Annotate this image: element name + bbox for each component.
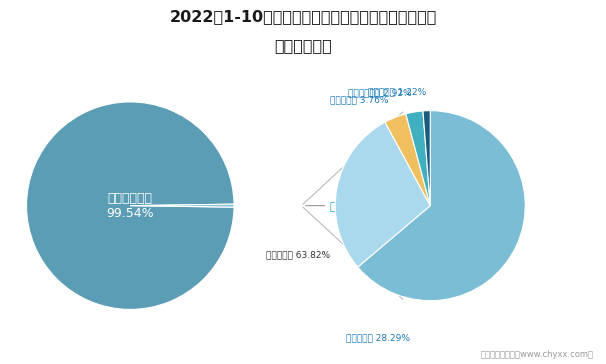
Wedge shape [130,204,234,207]
Text: 太阳能发电量 2.92%: 太阳能发电量 2.92% [347,89,411,98]
Wedge shape [406,111,430,206]
Text: 制图：智研咨询（www.chyxx.com）: 制图：智研咨询（www.chyxx.com） [481,349,594,359]
Wedge shape [423,111,430,206]
Wedge shape [27,102,234,309]
Text: 海南省  0.46%: 海南省 0.46% [306,201,393,211]
Text: 火力发电量 63.82%: 火力发电量 63.82% [266,250,330,259]
Text: 水力发电量 3.76%: 水力发电量 3.76% [330,95,388,104]
Text: 全国其他省份
99.54%: 全国其他省份 99.54% [107,192,154,219]
Wedge shape [358,111,525,301]
Wedge shape [335,122,430,267]
Text: 核能发电量 28.29%: 核能发电量 28.29% [347,333,410,342]
Text: 电类型占比图: 电类型占比图 [274,38,332,53]
Text: 2022年1-10月海南省发电量占全国比重及该地区各发: 2022年1-10月海南省发电量占全国比重及该地区各发 [169,9,437,24]
Wedge shape [385,114,430,206]
Text: 风力发电量 1.22%: 风力发电量 1.22% [368,87,426,96]
